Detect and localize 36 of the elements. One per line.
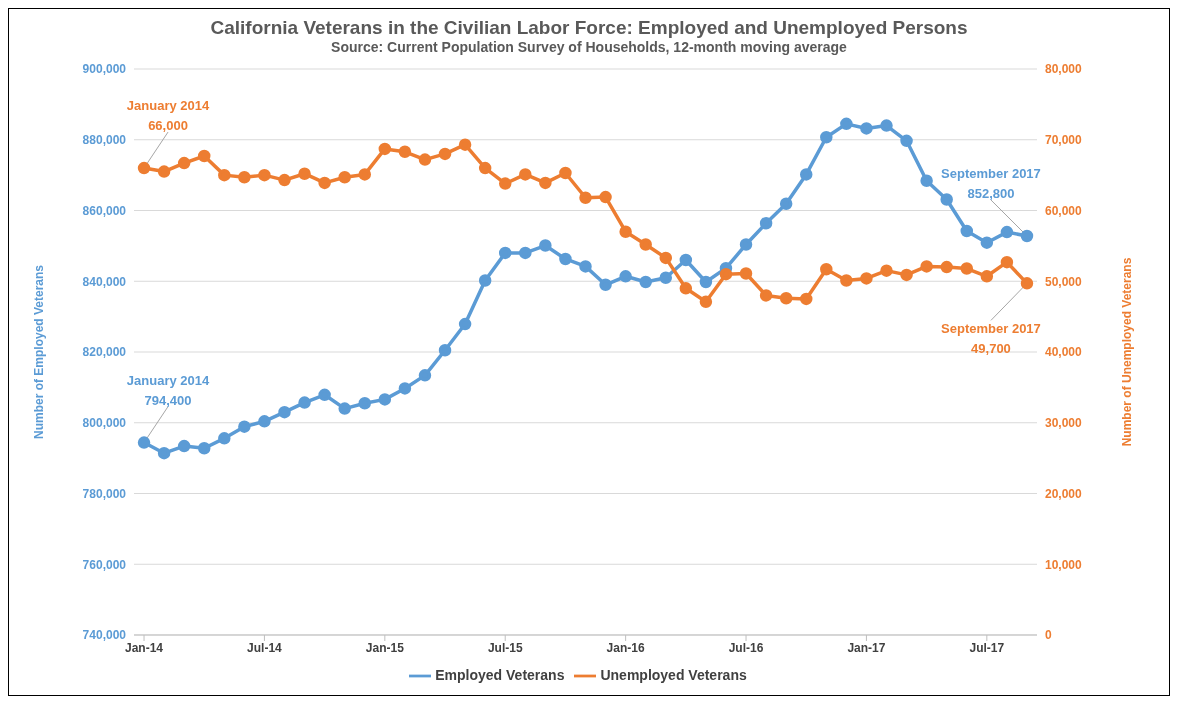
- y-tick-label: 900,000: [82, 62, 127, 77]
- x-tick-label: Jul-17: [969, 640, 1005, 655]
- y2-tick-label: 20,000: [1045, 486, 1083, 501]
- chart-subtitle: Source: Current Population Survey of Households, 12-month moving average: [330, 39, 848, 55]
- y2-tick-label: 50,000: [1045, 274, 1083, 289]
- y2-tick-label: 70,000: [1045, 133, 1083, 148]
- x-tick-label: Jan-16: [606, 640, 645, 655]
- y2-tick-label: 0: [1045, 628, 1052, 643]
- legend-label: Unemployed Veterans: [600, 667, 747, 684]
- y-axis-title: Number of Employed Veterans: [32, 264, 47, 440]
- x-tick-label: Jan-17: [847, 640, 886, 655]
- annotation: September 2017 49,700: [941, 321, 1041, 357]
- annotation: September 2017 852,800: [941, 165, 1041, 201]
- y2-tick-label: 30,000: [1045, 416, 1083, 431]
- x-tick-label: Jul-15: [487, 640, 523, 655]
- y2-axis-title: Number of Unemployed Veterans: [1120, 257, 1135, 447]
- y-tick-label: 760,000: [82, 557, 127, 572]
- y-tick-label: 880,000: [82, 133, 127, 148]
- legend-label: Employed Veterans: [435, 667, 565, 684]
- x-tick-label: Jan-15: [365, 640, 405, 655]
- y2-tick-label: 40,000: [1045, 345, 1083, 360]
- y2-tick-label: 10,000: [1045, 557, 1083, 572]
- y2-tick-label: 60,000: [1045, 203, 1083, 218]
- annotation: January 2014 66,000: [126, 98, 210, 134]
- y-tick-label: 840,000: [82, 274, 127, 289]
- x-tick-label: Jul-14: [247, 640, 283, 655]
- x-tick-label: Jan-14: [125, 640, 164, 655]
- x-tick-label: Jul-16: [728, 640, 764, 655]
- y-tick-label: 740,000: [82, 628, 127, 643]
- chart-title: California Veterans in the Civilian Labor Force: Employed and Unemployed Persons: [209, 17, 969, 39]
- y2-tick-label: 80,000: [1045, 62, 1083, 77]
- y-tick-label: 860,000: [82, 203, 127, 218]
- y-tick-label: 780,000: [82, 486, 127, 501]
- y-tick-label: 800,000: [82, 416, 127, 431]
- y-tick-label: 820,000: [82, 345, 127, 360]
- annotation: January 2014 794,400: [126, 372, 210, 408]
